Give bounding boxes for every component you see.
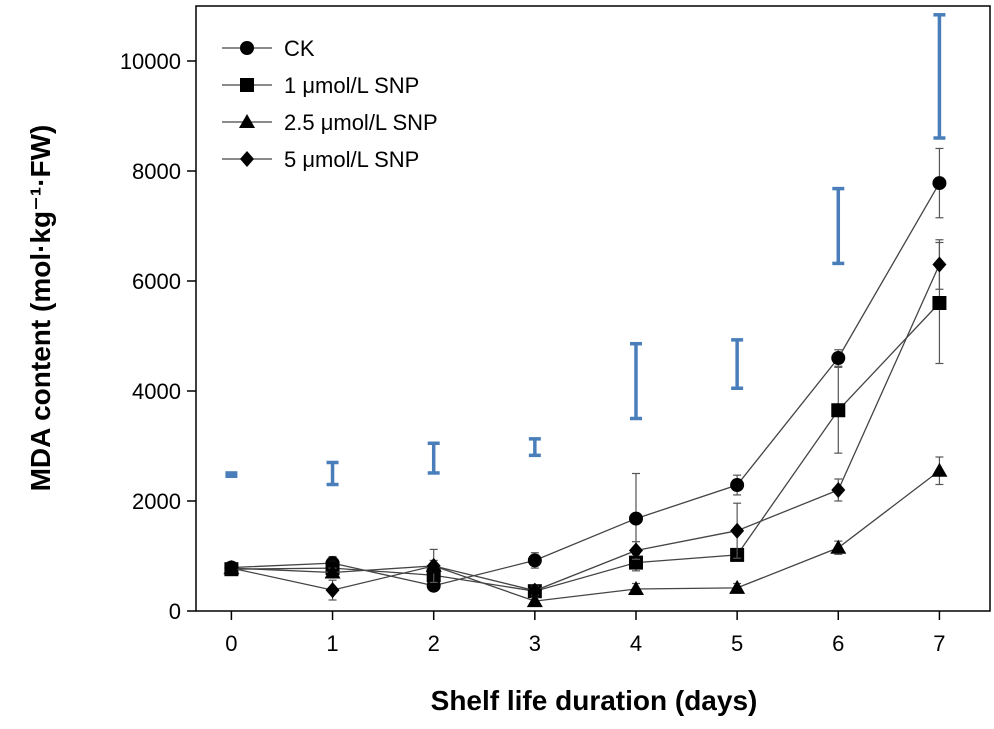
data-point [932,176,947,191]
lsd-bar [629,341,642,421]
legend-item: CK [222,36,315,61]
y-axis-title: MDA content (mol·kg⁻¹·FW) [25,125,56,492]
lsd-bar [528,437,541,458]
axes-layer: 0 2000 4000 6000 8000 10000 0 1 2 3 4 5 6 7 [120,5,991,656]
data-point [931,462,948,477]
lsd-bars-layer [225,13,946,487]
series-line [231,470,940,602]
series-line [231,302,940,592]
legend-label: 5 μmol/L SNP [284,147,419,172]
x-tick-label: 7 [933,631,945,656]
data-point [628,511,643,526]
data-point [831,403,846,418]
data-point [526,593,543,608]
series-line [231,264,941,592]
data-point [527,582,542,599]
data-point [831,482,846,498]
series-line [231,182,940,587]
legend-item: 5 μmol/L SNP [222,147,419,172]
x-tick-label: 2 [428,631,440,656]
series-layer [223,147,948,608]
lsd-bar [933,13,946,140]
data-point [426,557,441,574]
legend-marker [240,78,254,92]
plot-frame [195,5,991,612]
x-axis-title: Shelf life duration (days) [431,685,758,716]
legend: CK 1 μmol/L SNP 2.5 μmol/L SNP 5 μmol/L SNP [222,36,438,172]
y-tick-label: 8000 [132,159,181,184]
data-point [628,542,643,559]
data-point [932,296,947,310]
x-tick-label: 4 [630,631,642,656]
legend-label: 2.5 μmol/L SNP [284,110,438,135]
legend-item: 2.5 μmol/L SNP [222,110,438,135]
data-point [831,351,846,365]
data-point [932,256,947,273]
data-point [830,539,847,554]
data-point [324,564,341,579]
lsd-bar [427,441,440,475]
data-point [627,581,644,595]
y-tick-label: 10000 [120,49,181,74]
data-point [527,553,542,568]
legend-item: 1 μmol/L SNP [222,73,419,98]
y-tick-label: 4000 [132,379,181,404]
x-tick-label: 6 [832,631,844,656]
lsd-bar [731,338,744,390]
data-point [325,582,340,599]
x-tick-label: 1 [326,631,338,656]
legend-marker [240,151,254,167]
y-tick-label: 2000 [132,489,181,514]
legend-marker [240,41,254,55]
x-tick-label: 5 [731,631,743,656]
legend-marker [239,114,255,128]
y-tick-label: 6000 [132,269,181,294]
x-tick-label: 0 [225,631,237,656]
lsd-bar [326,460,339,487]
legend-label: CK [284,36,315,61]
legend-label: 1 μmol/L SNP [284,73,419,98]
data-point [224,560,239,577]
data-point [729,579,746,594]
lsd-bar [832,186,845,266]
data-point [730,478,745,493]
x-tick-label: 3 [529,631,541,656]
y-tick-label: 0 [169,599,181,624]
data-point [730,522,745,539]
series-3 [224,239,947,601]
lsd-bar [225,471,238,478]
